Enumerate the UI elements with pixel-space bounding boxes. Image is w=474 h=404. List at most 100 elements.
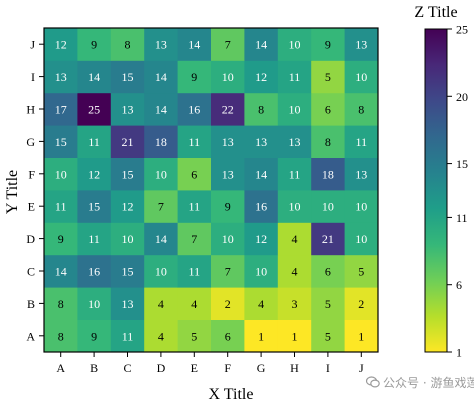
heatmap-cell (211, 190, 245, 223)
cell-value-label: 12 (88, 167, 100, 181)
cell-value-label: 14 (88, 70, 100, 84)
heatmap-cell (177, 254, 212, 288)
heatmap-cell (144, 28, 178, 61)
cell-value-label: 11 (289, 167, 301, 181)
cell-value-label: 13 (222, 167, 234, 181)
cell-value-label: 21 (322, 232, 334, 246)
heatmap-cell (277, 60, 312, 94)
cell-value-label: 4 (158, 297, 164, 311)
heatmap-cell (277, 287, 312, 320)
cell-value-label: 11 (189, 265, 201, 279)
colorbar-tick-label: 25 (456, 23, 468, 37)
cell-value-label: 8 (258, 103, 264, 117)
cell-value-label: 16 (88, 265, 100, 279)
cell-value-label: 11 (55, 200, 67, 214)
watermark-text: 公众号 · 游鱼戏莲 (383, 376, 474, 390)
cell-value-label: 13 (355, 38, 367, 52)
heatmap-cell (44, 254, 78, 288)
colorbar-axis: 1 6 11 15 20 25 (447, 23, 468, 360)
cell-value-label: 8 (358, 103, 364, 117)
y-tick-label: A (26, 329, 35, 343)
cell-value-label: 5 (191, 329, 197, 343)
heatmap-cell (144, 287, 178, 320)
heatmap-cell (244, 222, 279, 256)
x-tick-label: H (290, 361, 299, 375)
heatmap-cell (211, 60, 245, 94)
heatmap-cell (177, 222, 212, 256)
cell-value-label: 10 (289, 103, 301, 117)
cell-value-label: 9 (325, 38, 331, 52)
cell-value-label: 13 (289, 135, 301, 149)
heatmap-cell (277, 254, 312, 288)
heatmap-cell (177, 190, 212, 223)
cell-value-label: 22 (222, 103, 234, 117)
cell-value-label: 7 (158, 200, 164, 214)
cell-value-label: 4 (292, 232, 298, 246)
cell-value-label: 14 (255, 38, 267, 52)
heatmap-cell (177, 125, 212, 158)
heatmap-cell (177, 287, 212, 320)
cell-value-label: 11 (122, 329, 134, 343)
cell-value-label: 14 (188, 38, 200, 52)
x-tick-label: A (56, 361, 65, 375)
plot-frame (43, 27, 379, 353)
x-axis-title: X Title (209, 386, 254, 403)
heatmap-cell (44, 157, 78, 191)
heatmap-cell (110, 287, 145, 320)
heatmap-cell (244, 287, 279, 320)
cell-value-label: 6 (225, 329, 231, 343)
cell-value-label: 7 (225, 265, 231, 279)
heatmap-cell (144, 190, 178, 223)
heatmap-cell (244, 92, 279, 126)
cell-value-label: 8 (58, 329, 64, 343)
y-tick-label: G (26, 135, 35, 149)
y-tick-label: D (26, 232, 35, 246)
heatmap-cell (44, 60, 78, 94)
cell-value-label: 2 (225, 297, 231, 311)
cell-value-label: 13 (55, 70, 67, 84)
heatmap-cell (44, 287, 78, 320)
colorbar-tick-label: 20 (456, 90, 468, 104)
cell-value-label: 9 (91, 38, 97, 52)
heatmap-cell (177, 319, 212, 353)
heatmap-cell (77, 92, 112, 126)
cell-value-label: 1 (358, 329, 364, 343)
heatmap-cell (77, 157, 112, 191)
heatmap-cell (110, 28, 145, 61)
cell-value-label: 13 (155, 38, 167, 52)
x-tick-label: C (123, 361, 131, 375)
heatmap-cell (110, 60, 145, 94)
y-tick-label: F (28, 167, 35, 181)
heatmap-cell (344, 92, 379, 126)
cell-value-label: 25 (88, 103, 100, 117)
y-tick-label: B (27, 297, 35, 311)
heatmap-cell (110, 254, 145, 288)
heatmap-cell (177, 92, 212, 126)
cell-value-label: 13 (355, 167, 367, 181)
cell-value-label: 16 (188, 103, 200, 117)
heatmap-cell (110, 319, 145, 353)
heatmap-cell (44, 190, 78, 223)
heatmap-cell (144, 157, 178, 191)
x-tick-label: G (257, 361, 266, 375)
heatmap-cell (211, 222, 245, 256)
cell-value-label: 6 (325, 265, 331, 279)
cell-value-label: 5 (325, 70, 331, 84)
heatmap-cell (211, 92, 245, 126)
heatmap-cell (77, 125, 112, 158)
cell-value-label: 15 (122, 70, 134, 84)
cell-value-label: 5 (325, 297, 331, 311)
cell-value-label: 10 (255, 265, 267, 279)
heatmap-cell (344, 319, 379, 353)
heatmap-cell (44, 222, 78, 256)
heatmap-cell (244, 190, 279, 223)
cell-value-label: 10 (55, 167, 67, 181)
cell-value-label: 5 (358, 265, 364, 279)
cell-value-label: 21 (122, 135, 134, 149)
cell-value-label: 10 (122, 232, 134, 246)
heatmap-cell (44, 125, 78, 158)
heatmap-cell (344, 254, 379, 288)
cell-value-label: 8 (58, 297, 64, 311)
heatmap-cell (311, 319, 345, 353)
heatmap-cell (144, 254, 178, 288)
